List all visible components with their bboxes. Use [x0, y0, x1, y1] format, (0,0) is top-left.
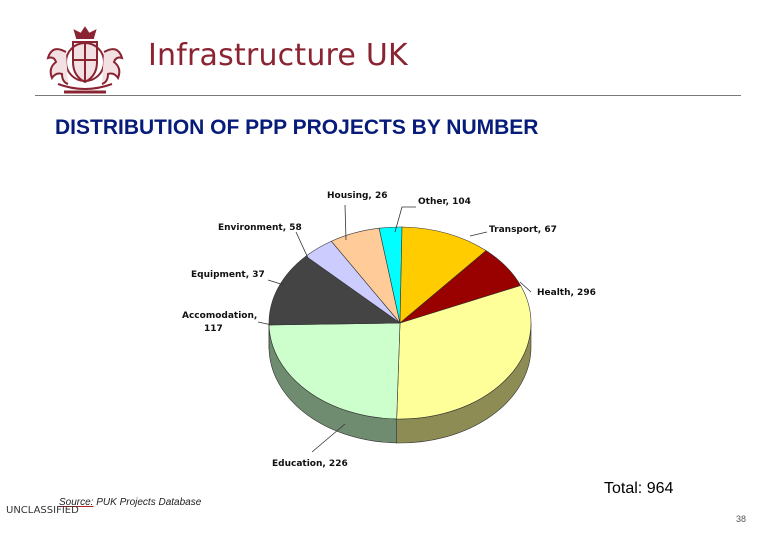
page-number: 38 [736, 514, 747, 524]
brand-name: Infrastructure UK [148, 38, 408, 73]
leader-line-equipment [267, 279, 285, 286]
source-note: Source: PUK Projects Database [59, 497, 201, 508]
total-label: Total: 964 [604, 480, 674, 497]
leader-line-health [519, 281, 532, 293]
data-label-transport: Transport, 67 [489, 225, 557, 235]
data-label-environment: Environment, 58 [218, 223, 302, 233]
pie-slice-accomodation [268, 255, 401, 326]
royal-coat-of-arms-icon [46, 26, 124, 94]
pie-slice-transport [399, 250, 522, 324]
data-label-accomodation: Accomodation, 117 [182, 311, 257, 334]
leader-line-education [311, 423, 346, 453]
pie-slice-other [399, 226, 487, 324]
leader-line-environment [295, 231, 309, 259]
pie-slice-health [396, 285, 532, 420]
data-label-equipment: Equipment, 37 [191, 270, 265, 280]
data-label-education: Education, 226 [272, 459, 348, 469]
slide-title: DISTRIBUTION OF PPP PROJECTS BY NUMBER [55, 116, 539, 139]
source-label: Source: [59, 497, 94, 508]
header-divider [35, 95, 741, 96]
pie-slice-education [268, 322, 401, 420]
data-label-health: Health, 296 [537, 288, 596, 298]
source-text: PUK Projects Database [96, 497, 202, 508]
leader-line-other [394, 206, 416, 233]
leader-line-accomodation [257, 321, 273, 326]
leader-line-housing [344, 204, 347, 241]
classification-label: UNCLASSIFIED [6, 505, 79, 516]
data-label-housing: Housing, 26 [327, 191, 388, 201]
leader-line-transport [469, 231, 488, 237]
data-label-other: Other, 104 [418, 197, 471, 207]
